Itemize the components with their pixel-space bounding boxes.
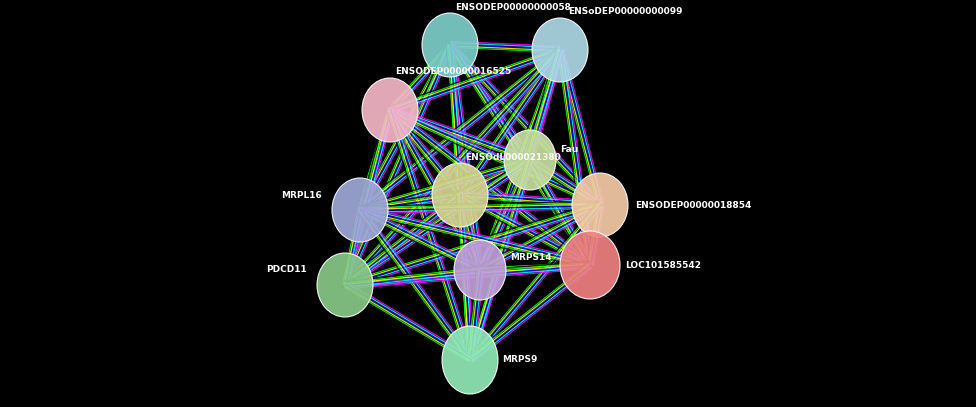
Text: ENSOdL000021380: ENSOdL000021380 [465,153,561,162]
Ellipse shape [422,13,478,77]
Text: ENSODEP00000000058: ENSODEP00000000058 [455,2,571,11]
Text: MRPS14: MRPS14 [510,254,551,263]
Ellipse shape [362,78,418,142]
Ellipse shape [332,178,388,242]
Text: Fau: Fau [560,145,578,155]
Text: MRPL16: MRPL16 [281,190,322,199]
Text: LOC101585542: LOC101585542 [625,260,701,269]
Text: MRPS9: MRPS9 [502,355,538,365]
Ellipse shape [317,253,373,317]
Ellipse shape [572,173,628,237]
Ellipse shape [504,130,556,190]
Ellipse shape [432,163,488,227]
Ellipse shape [532,18,588,82]
Ellipse shape [442,326,498,394]
Ellipse shape [560,231,620,299]
Text: ENSODEP00000016525: ENSODEP00000016525 [395,68,511,77]
Text: PDCD11: PDCD11 [266,265,307,274]
Text: ENSoDEP00000000099: ENSoDEP00000000099 [568,7,682,17]
Ellipse shape [454,240,506,300]
Text: ENSODEP00000018854: ENSODEP00000018854 [635,201,752,210]
